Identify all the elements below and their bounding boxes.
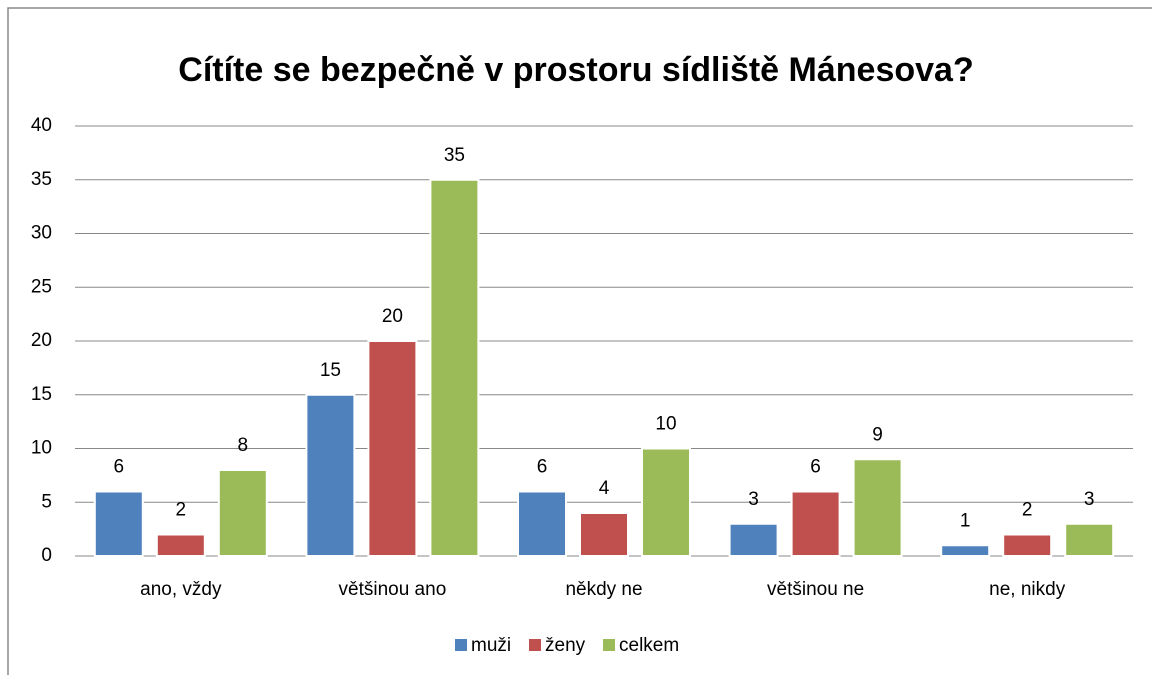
data-label: 10 — [655, 414, 676, 435]
y-tick-label: 0 — [41, 545, 52, 566]
bar — [790, 490, 841, 557]
y-tick-label: 10 — [31, 438, 52, 459]
bar — [728, 522, 779, 557]
data-label: 6 — [537, 457, 548, 478]
data-label: 6 — [114, 457, 125, 478]
data-label: 2 — [176, 500, 187, 521]
legend-swatch — [455, 639, 467, 651]
bar — [367, 340, 418, 557]
legend-label: ženy — [545, 635, 586, 656]
x-tick-label: většinou ano — [339, 579, 447, 600]
bar — [940, 544, 991, 557]
bar — [579, 512, 629, 557]
data-label: 35 — [444, 145, 465, 166]
data-label: 1 — [960, 510, 971, 531]
y-tick-label: 20 — [31, 330, 52, 351]
x-tick-label: ne, nikdy — [989, 579, 1066, 600]
x-tick-label: někdy ne — [565, 579, 642, 600]
x-tick-label: většinou ne — [767, 579, 864, 600]
data-label: 20 — [382, 306, 403, 327]
data-label: 3 — [748, 489, 759, 510]
data-label: 4 — [599, 478, 610, 499]
bar — [429, 178, 480, 557]
y-tick-label: 15 — [31, 384, 52, 405]
y-tick-label: 35 — [31, 169, 52, 190]
bar — [852, 458, 903, 557]
bar — [155, 533, 206, 557]
data-label: 2 — [1022, 500, 1033, 521]
y-tick-label: 30 — [31, 223, 52, 244]
chart-title: Cítíte se bezpečně v prostoru sídliště M… — [178, 51, 973, 89]
bar — [641, 447, 691, 557]
y-tick-label: 25 — [31, 276, 52, 297]
legend-label: muži — [471, 635, 511, 656]
data-label: 3 — [1084, 489, 1095, 510]
data-label: 6 — [810, 457, 821, 478]
data-label: 8 — [238, 435, 249, 456]
bar — [93, 490, 144, 557]
bar — [1064, 522, 1115, 557]
data-label: 9 — [872, 424, 883, 445]
legend-swatch — [529, 639, 541, 651]
legend-swatch — [603, 639, 615, 651]
y-tick-label: 40 — [31, 115, 52, 136]
bar — [517, 490, 567, 557]
y-tick-label: 5 — [41, 491, 52, 512]
legend-label: celkem — [619, 635, 679, 656]
x-tick-label: ano, vždy — [140, 579, 222, 600]
data-label: 15 — [320, 360, 341, 381]
bar — [305, 393, 356, 557]
bar — [1002, 533, 1053, 557]
bar — [217, 469, 268, 557]
